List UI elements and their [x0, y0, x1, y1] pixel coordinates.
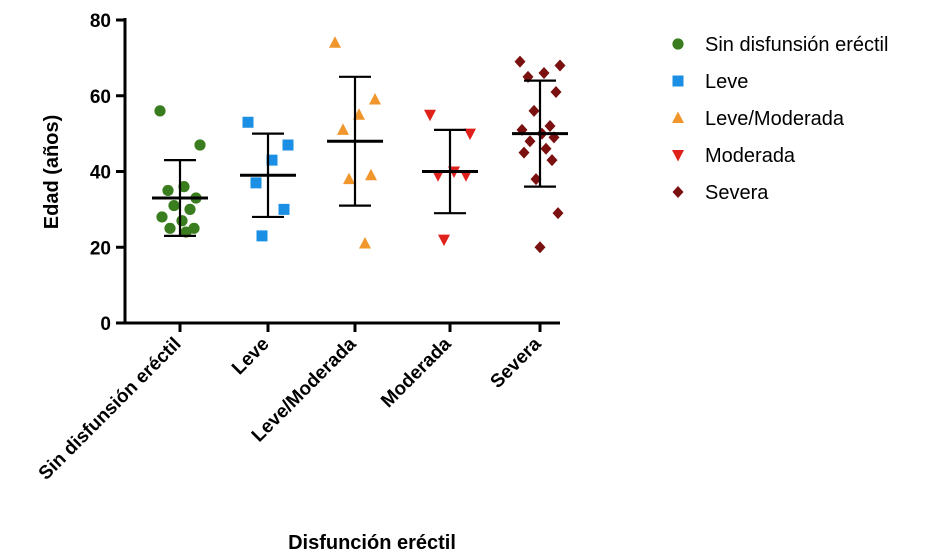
series-group: [327, 36, 383, 249]
y-tick-label: 60: [90, 87, 111, 108]
data-marks: [152, 36, 568, 254]
legend: Sin disfunsión eréctil Leve Leve/Moderada M…: [672, 34, 888, 204]
legend-marker: [672, 75, 684, 87]
data-point: [550, 85, 562, 98]
legend-entry: Severa: [672, 182, 769, 204]
y-tick-label: 80: [90, 11, 111, 32]
data-point: [164, 222, 176, 234]
legend-entry: Moderada: [672, 145, 796, 167]
legend-marker: [672, 150, 684, 162]
series-group: [152, 105, 208, 238]
data-point: [534, 241, 546, 254]
legend-label: Leve: [705, 71, 748, 93]
data-point: [538, 67, 550, 80]
data-point: [176, 215, 188, 227]
data-point: [266, 154, 278, 166]
data-point: [514, 55, 526, 68]
legend-entry: Leve/Moderada: [672, 108, 845, 130]
x-axis-title: Disfunción eréctil: [288, 532, 456, 554]
y-tick-label: 40: [90, 163, 111, 184]
series-group: [240, 116, 296, 242]
legend-marker: [672, 38, 684, 50]
data-point: [156, 211, 168, 223]
legend-label: Moderada: [705, 145, 796, 167]
data-point: [464, 128, 476, 141]
data-point: [329, 36, 341, 48]
series-group: [512, 55, 568, 254]
data-point: [544, 120, 556, 133]
x-tick-label: Leve: [228, 334, 273, 379]
data-point: [540, 142, 552, 155]
x-tick-label: Severa: [487, 333, 546, 392]
y-tick-label: 20: [90, 238, 111, 259]
data-point: [438, 234, 450, 247]
x-tick-label: Moderada: [377, 333, 456, 412]
data-point: [250, 177, 262, 189]
data-point: [278, 203, 290, 215]
data-point: [178, 181, 190, 193]
data-point: [530, 173, 542, 186]
data-point: [282, 139, 294, 151]
data-point: [546, 154, 558, 167]
data-point: [369, 93, 381, 105]
data-point: [337, 123, 349, 135]
data-point: [359, 236, 371, 249]
data-point: [518, 146, 530, 159]
data-point: [154, 105, 166, 117]
data-point: [528, 104, 540, 117]
data-point: [184, 203, 196, 215]
x-tick-label: Sin disfunsión eréctil: [35, 334, 186, 485]
y-tick-label: 0: [100, 314, 111, 335]
series-group: [422, 109, 478, 247]
legend-label: Severa: [705, 182, 769, 204]
data-point: [524, 135, 536, 148]
legend-entry: Leve: [672, 71, 748, 93]
legend-label: Sin disfunsión eréctil: [705, 34, 888, 56]
legend-entry: Sin disfunsión eréctil: [672, 34, 888, 56]
data-point: [194, 139, 206, 151]
legend-marker: [672, 111, 684, 123]
legend-label: Leve/Moderada: [705, 108, 845, 130]
data-point: [554, 59, 566, 72]
data-point: [242, 116, 254, 128]
y-axis-title: Edad (años): [41, 115, 63, 229]
data-point: [432, 170, 444, 182]
data-point: [162, 184, 174, 197]
data-point: [424, 109, 436, 122]
data-point: [256, 230, 268, 242]
data-point: [460, 170, 472, 182]
data-point: [552, 207, 564, 220]
data-point: [343, 172, 355, 185]
data-point: [365, 168, 377, 181]
legend-marker: [672, 186, 684, 198]
data-point: [168, 199, 180, 212]
